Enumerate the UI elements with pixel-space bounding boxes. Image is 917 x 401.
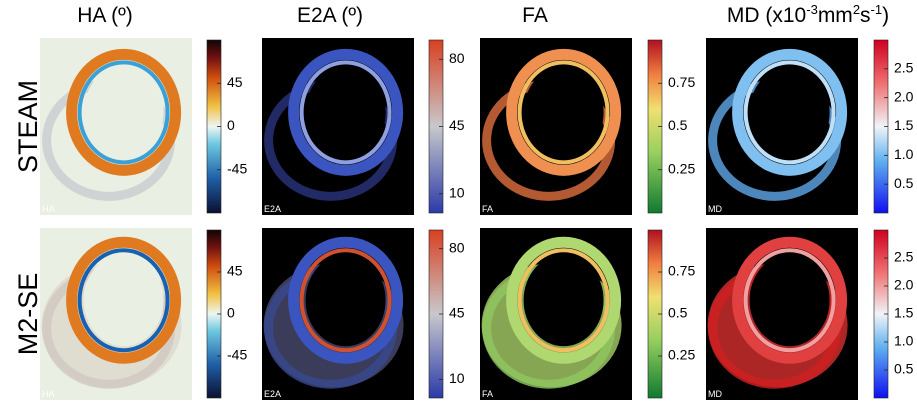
colorbar-tick-label: 80 [449,239,465,255]
colorbar-tick-label: 10 [449,184,465,200]
blood-pool [306,66,386,158]
column-title: FA [522,4,548,27]
colorbar-tick-label: 45 [449,305,465,321]
row-label: STEAM [13,80,43,173]
title-part: MD (x10 [727,4,806,27]
blood-pool [84,254,164,346]
colorbar-tick-label: 1.0 [894,146,914,162]
colorbar-tick-label: 0.5 [894,361,914,377]
blood-pool [524,66,604,158]
colorbar-tick-label: 2.5 [894,60,914,76]
column-title: MD (x10-3mm2s-1) [727,2,889,27]
blood-pool [750,66,830,158]
title-part: mm [818,4,853,27]
colorbar-tick-label: 2.5 [894,249,914,265]
colorbar-tick-label: 2.0 [894,88,914,104]
title-part: ) [882,4,889,27]
colorbar-tick-label: 45 [449,117,465,133]
title-part: -3 [806,2,818,17]
column-title: E2A (º) [297,4,363,27]
title-part: 2 [853,2,860,17]
row-label: M2-SE [13,273,43,356]
colorbar-tick-label: 0.75 [668,263,695,279]
colorbar-tick-label: 0 [227,305,235,321]
colorbar-tick-label: 0.25 [668,347,695,363]
title-part: -1 [871,2,883,17]
colorbar-tick-label: 1.5 [894,305,914,321]
map-tag: MD [708,389,722,399]
map-tag: HA [42,389,55,399]
colorbar-tick-label: 0.75 [668,74,695,90]
colorbar-tick-label: 45 [227,263,243,279]
colorbar-tick-label: 10 [449,370,465,386]
colorbar-tick-label: 0.25 [668,160,695,176]
blood-pool [306,254,386,346]
map-tag: MD [708,204,722,214]
map-tag: HA [42,204,55,214]
blood-pool [750,254,830,346]
map-tag: FA [482,204,493,214]
colorbar-tick-label: 80 [449,50,465,66]
colorbar-tick-label: 0 [227,117,235,133]
column-title: HA (º) [77,4,133,27]
colorbar-tick-label: -45 [227,160,247,176]
title-part: s [860,4,871,27]
map-tag: FA [482,389,493,399]
colorbar-tick-label: 2.0 [894,277,914,293]
map-tag: E2A [264,204,281,214]
colorbar-tick-label: 0.5 [894,175,914,191]
colorbar-tick-label: 0.5 [668,305,688,321]
colorbar-tick-label: 45 [227,74,243,90]
colorbar-tick-label: 1.5 [894,117,914,133]
map-tag: E2A [264,389,281,399]
blood-pool [524,254,604,346]
colorbar-tick-label: 1.0 [894,333,914,349]
colorbar-tick-label: 0.5 [668,117,688,133]
colorbar-tick-label: -45 [227,347,247,363]
blood-pool [84,66,164,158]
figure: HA (º) E2A (º) FA MD (x10-3mm2s-1) STEAM… [0,0,917,401]
